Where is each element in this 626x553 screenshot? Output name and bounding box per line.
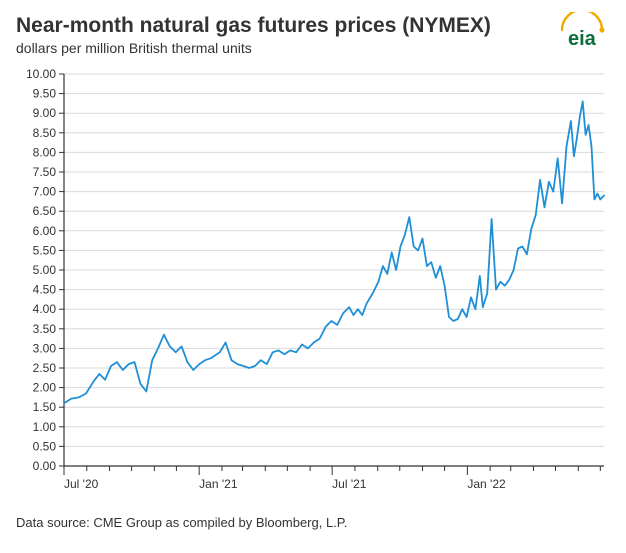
y-tick-label: 0.00 xyxy=(33,459,57,473)
y-tick-label: 0.50 xyxy=(33,439,57,453)
y-tick-label: 2.50 xyxy=(33,361,57,375)
y-tick-label: 5.50 xyxy=(33,243,57,257)
y-tick-label: 3.50 xyxy=(33,322,57,336)
y-tick-label: 8.50 xyxy=(33,126,57,140)
chart-subtitle: dollars per million British thermal unit… xyxy=(16,40,610,56)
eia-logo: eia xyxy=(558,12,606,48)
y-tick-label: 1.00 xyxy=(33,420,57,434)
y-tick-label: 10.00 xyxy=(26,67,56,81)
y-tick-label: 4.00 xyxy=(33,302,57,316)
y-tick-label: 7.00 xyxy=(33,185,57,199)
x-tick-label: Jan '21 xyxy=(199,477,238,491)
y-tick-label: 9.00 xyxy=(33,106,57,120)
y-tick-label: 6.00 xyxy=(33,224,57,238)
y-tick-label: 2.00 xyxy=(33,381,57,395)
chart-title: Near-month natural gas futures prices (N… xyxy=(16,14,610,38)
y-tick-label: 3.00 xyxy=(33,341,57,355)
y-tick-label: 1.50 xyxy=(33,400,57,414)
x-tick-label: Jan '22 xyxy=(467,477,506,491)
price-line xyxy=(64,101,604,403)
price-chart: 0.00 0.50 1.00 1.50 2.00 2.50 3.00 3.50 4.00 4.50… xyxy=(16,66,610,501)
x-tick-label: Jul '21 xyxy=(332,477,367,491)
x-tick-label: Jul '20 xyxy=(64,477,99,491)
y-tick-label: 5.00 xyxy=(33,263,57,277)
y-tick-label: 6.50 xyxy=(33,204,57,218)
y-tick-label: 9.50 xyxy=(33,87,57,101)
data-source: Data source: CME Group as compiled by Bl… xyxy=(16,515,610,530)
logo-text: eia xyxy=(568,28,597,48)
y-tick-label: 7.50 xyxy=(33,165,57,179)
y-tick-label: 4.50 xyxy=(33,283,57,297)
y-tick-label: 8.00 xyxy=(33,145,57,159)
